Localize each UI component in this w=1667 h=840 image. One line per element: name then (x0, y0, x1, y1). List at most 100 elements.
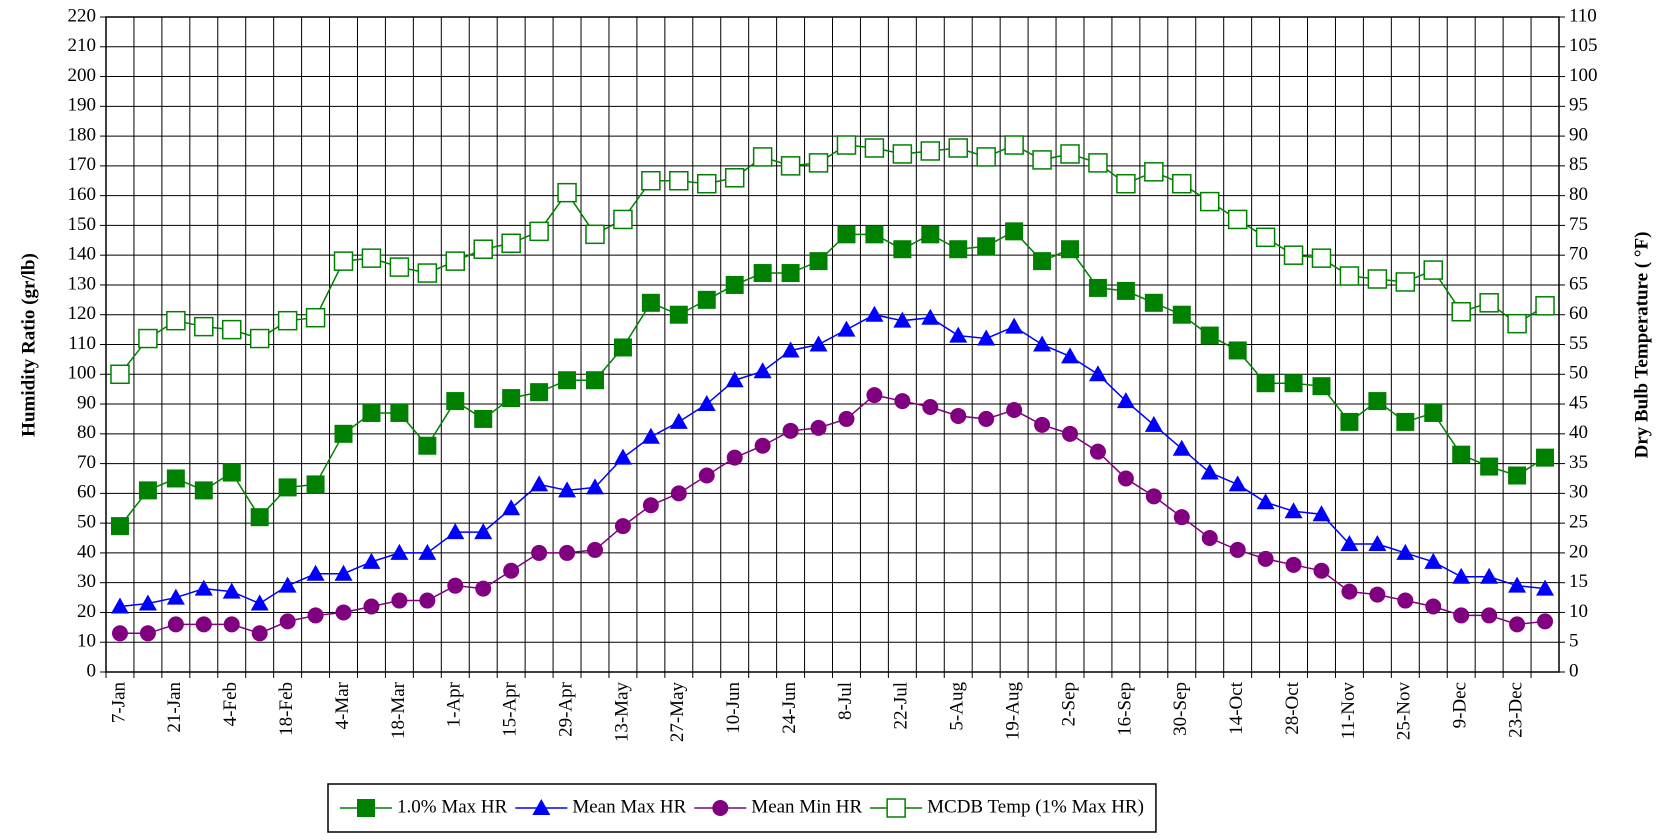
x-tick-label: 18-Mar (388, 681, 409, 739)
legend-marker (357, 799, 375, 817)
data-point (110, 517, 129, 536)
data-point (1285, 556, 1302, 573)
data-point (1172, 439, 1191, 456)
data-point (1284, 374, 1303, 393)
data-point (1061, 240, 1080, 259)
data-point (1480, 457, 1499, 476)
data-point (194, 481, 213, 500)
data-point (194, 579, 213, 596)
data-point (1201, 530, 1218, 547)
data-point (138, 594, 157, 611)
data-point (501, 233, 521, 254)
data-point (1229, 541, 1246, 558)
x-tick-label: 5-Aug (947, 682, 968, 731)
y-tick-label: 30 (77, 571, 96, 592)
legend-label: Mean Max HR (572, 796, 686, 817)
data-point (334, 564, 353, 581)
x-tick-label: 16-Sep (1114, 682, 1135, 736)
data-point (362, 552, 381, 569)
x-tick-label: 19-Aug (1002, 682, 1023, 741)
data-point (1507, 313, 1527, 334)
data-point (250, 508, 269, 527)
data-point (1034, 416, 1051, 433)
y-axis-title: Humidity Ratio (gr/lb) (18, 253, 39, 437)
data-point (558, 371, 577, 390)
data-point (1284, 502, 1303, 519)
data-point (864, 138, 885, 158)
data-point (724, 168, 745, 188)
data-point (1368, 534, 1387, 551)
data-point (1424, 552, 1443, 569)
y2-tick-label: 10 (1569, 601, 1588, 622)
data-point (809, 252, 828, 271)
data-point (1088, 278, 1107, 297)
y-tick-label: 150 (68, 214, 97, 235)
data-point (1004, 135, 1024, 155)
data-point (948, 138, 968, 158)
legend-marker (712, 800, 729, 816)
data-point (642, 497, 659, 514)
x-tick-label: 15-Apr (500, 681, 521, 737)
x-tick-label: 29-Apr (555, 681, 576, 737)
data-point (893, 311, 912, 328)
x-tick-label: 18-Feb (276, 682, 297, 736)
data-point (1005, 317, 1024, 334)
data-point (110, 597, 129, 614)
data-point (1340, 534, 1359, 551)
data-point (1508, 466, 1527, 485)
data-point (1033, 252, 1052, 271)
data-point (669, 171, 689, 191)
data-point (585, 371, 604, 390)
data-point (1341, 583, 1358, 600)
data-point (781, 264, 800, 283)
data-point (1453, 607, 1470, 624)
y2-tick-label: 20 (1569, 541, 1588, 562)
x-tick-label: 25-Nov (1394, 682, 1415, 741)
data-point (1311, 248, 1332, 268)
data-point (585, 478, 604, 495)
data-point (866, 387, 883, 404)
data-point (1116, 392, 1135, 409)
data-point (166, 310, 186, 331)
data-point (110, 364, 130, 385)
y2-tick-label: 5 (1569, 631, 1579, 652)
x-tick-label: 2-Sep (1058, 682, 1079, 726)
x-tick-label: 22-Jul (891, 682, 912, 730)
data-point (138, 481, 157, 500)
data-point (1116, 173, 1136, 194)
data-point (1062, 425, 1079, 442)
data-point (613, 209, 633, 230)
data-point (418, 436, 437, 455)
data-point (419, 592, 436, 609)
y2-tick-label: 60 (1569, 303, 1588, 324)
y-tick-label: 190 (68, 95, 97, 116)
data-point (1340, 412, 1359, 431)
data-point (1144, 415, 1163, 432)
y2-tick-label: 40 (1569, 422, 1588, 443)
data-point (949, 326, 968, 343)
data-point (502, 389, 521, 408)
legend-label: MCDB Temp (1% Max HR) (927, 796, 1144, 817)
data-point (194, 316, 214, 337)
y-tick-label: 90 (77, 392, 96, 413)
data-point (1172, 305, 1191, 324)
data-point (503, 562, 520, 579)
data-point (279, 613, 296, 630)
x-tick-label: 24-Jun (779, 682, 800, 734)
data-point (1256, 374, 1275, 393)
data-point (1367, 269, 1388, 289)
data-point (753, 264, 772, 283)
data-point (1255, 227, 1276, 248)
series-line (119, 394, 1546, 635)
data-point (1368, 392, 1387, 411)
data-point (223, 616, 240, 633)
y2-tick-label: 45 (1569, 392, 1588, 413)
data-point (1144, 293, 1163, 312)
data-point (1313, 562, 1330, 579)
y2-tick-label: 30 (1569, 482, 1588, 503)
data-point (1369, 586, 1386, 603)
data-point (446, 523, 465, 540)
data-point (1144, 162, 1164, 182)
data-point (780, 156, 801, 176)
data-point (614, 518, 631, 535)
